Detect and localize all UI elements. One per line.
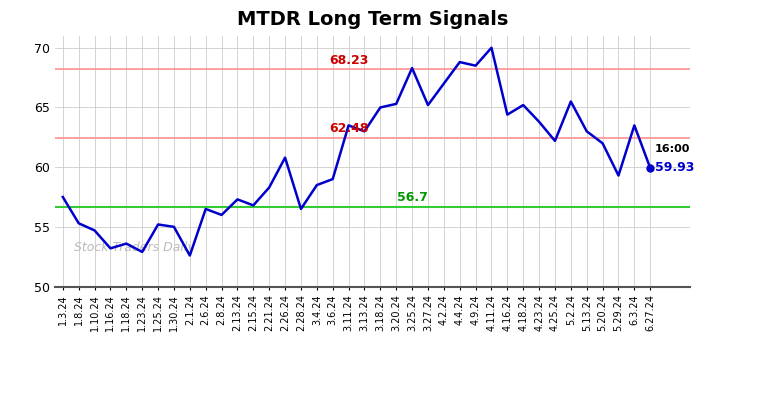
Text: 56.7: 56.7 — [397, 191, 427, 204]
Text: Stock Traders Daily: Stock Traders Daily — [74, 241, 194, 254]
Text: 59.93: 59.93 — [655, 161, 695, 174]
Text: 62.48: 62.48 — [328, 122, 368, 135]
Text: 16:00: 16:00 — [655, 144, 691, 154]
Text: 68.23: 68.23 — [329, 53, 368, 66]
Title: MTDR Long Term Signals: MTDR Long Term Signals — [237, 10, 508, 29]
